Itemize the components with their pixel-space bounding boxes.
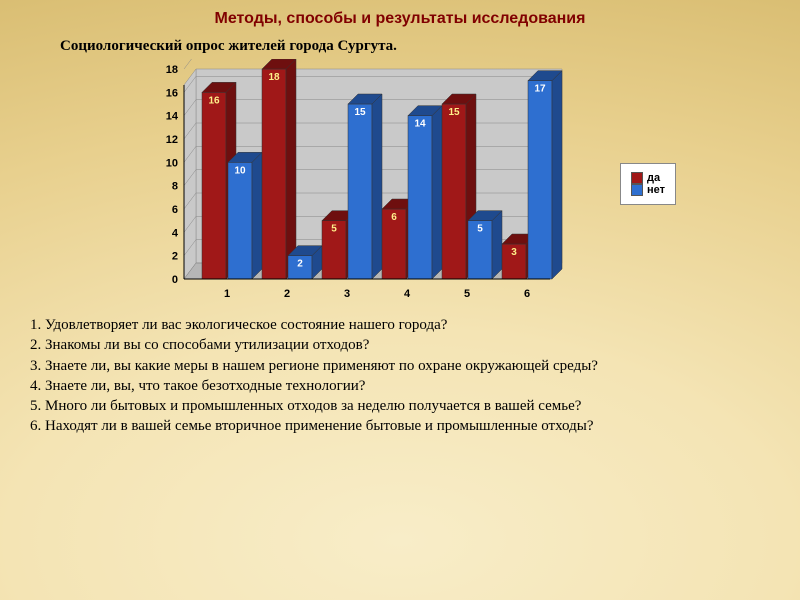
svg-text:3: 3 [344,288,350,300]
svg-text:18: 18 [268,72,280,83]
svg-text:14: 14 [166,111,179,123]
page-title: Методы, способы и результаты исследовани… [0,10,800,28]
svg-text:14: 14 [414,119,426,130]
svg-text:6: 6 [524,288,530,300]
legend-label: нет [647,184,665,196]
svg-text:6: 6 [172,204,178,216]
svg-text:5: 5 [464,288,470,300]
svg-text:6: 6 [391,212,397,223]
svg-text:5: 5 [477,224,483,235]
svg-text:8: 8 [172,181,178,193]
legend-label: да [647,172,660,184]
svg-text:15: 15 [354,107,366,118]
question-line: 2. Знакомы ли вы со способами утилизации… [30,335,770,355]
svg-text:15: 15 [448,107,460,118]
question-line: 4. Знаете ли, вы, что такое безотходные … [30,376,770,396]
svg-text:2: 2 [172,251,178,263]
questions-block: 1. Удовлетворяет ли вас экологическое со… [30,315,770,437]
svg-text:1: 1 [224,288,230,300]
question-line: 1. Удовлетворяет ли вас экологическое со… [30,315,770,335]
svg-text:12: 12 [166,134,178,146]
svg-text:5: 5 [331,224,337,235]
svg-text:10: 10 [234,165,246,176]
legend: да нет [620,163,676,205]
svg-text:16: 16 [208,95,220,106]
svg-text:0: 0 [172,274,178,286]
question-line: 5. Много ли бытовых и промышленных отход… [30,396,770,416]
legend-item: нет [631,184,665,196]
svg-text:16: 16 [166,87,178,99]
question-line: 3. Знаете ли, вы какие меры в нашем реги… [30,356,770,376]
question-line: 6. Находят ли в вашей семье вторичное пр… [30,416,770,436]
svg-text:3: 3 [511,247,517,258]
svg-text:2: 2 [284,288,290,300]
svg-text:17: 17 [534,84,546,95]
svg-text:4: 4 [404,288,411,300]
chart-subtitle: Социологический опрос жителей города Сур… [60,38,800,55]
legend-item: да [631,172,665,184]
svg-text:10: 10 [166,157,178,169]
svg-text:2: 2 [297,259,303,270]
legend-swatch-net [631,184,643,196]
bar-chart: 0 2 4 6 8 10 12 14 16 18 16 10 1 18 2 2 5 15 3 6 14 4 15 5 5 3 17 6 [130,59,570,309]
legend-swatch-da [631,172,643,184]
svg-text:18: 18 [166,64,178,76]
svg-text:4: 4 [172,227,179,239]
